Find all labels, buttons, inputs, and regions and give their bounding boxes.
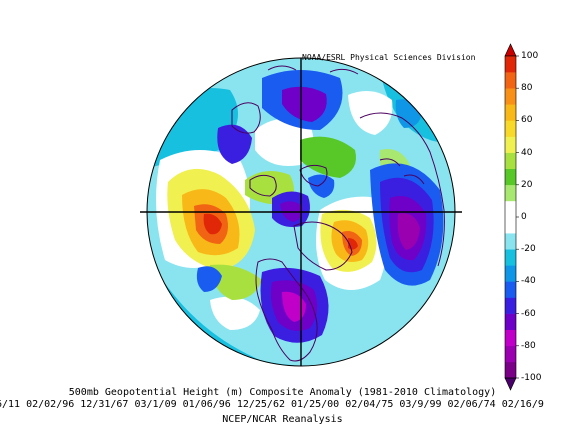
colorbar-band: [505, 281, 516, 298]
colorbar-tick-label: 40: [521, 147, 533, 158]
dataset-footer: NCEP/NCAR Reanalysis: [222, 414, 343, 425]
colorbar-tick-label: -100: [521, 373, 542, 383]
coastlines: [231, 65, 445, 362]
colorbar: [504, 43, 519, 391]
colorbar-band: [505, 313, 516, 330]
colorbar-band: [505, 297, 516, 314]
colorbar-tick-label: -40: [521, 276, 536, 287]
colorbar-band: [505, 104, 516, 121]
colorbar-tick-label: -20: [521, 244, 536, 255]
colorbar-tick-label: 100: [521, 51, 539, 61]
colorbar-bands: [505, 56, 516, 379]
colorbar-band: [505, 217, 516, 234]
colorbar-band: [505, 152, 516, 169]
colorbar-band: [505, 88, 516, 105]
colorbar-band: [505, 265, 516, 282]
colorbar-band: [505, 56, 516, 73]
colorbar-band: [505, 72, 516, 89]
colorbar-tick-label: 80: [521, 83, 533, 94]
colorbar-band: [505, 249, 516, 266]
colorbar-band: [505, 233, 516, 250]
colorbar-band: [505, 329, 516, 347]
map-title: 500mb Geopotential Height (m) Composite …: [68, 387, 497, 398]
colorbar-tick-label: 0: [521, 212, 527, 222]
colorbar-band: [505, 168, 516, 186]
colorbar-band: [505, 136, 516, 153]
anomaly-field: [147, 58, 455, 366]
colorbar-top-arrow: [504, 43, 517, 57]
colorbar-tick-label: -60: [521, 308, 536, 319]
colorbar-tick-label: 60: [521, 115, 533, 126]
credit-text: NOAA/ESRL Physical Sciences Division: [302, 53, 476, 62]
composite-dates: 6/11 02/02/96 12/31/67 03/1/09 01/06/96 …: [0, 399, 544, 410]
colorbar-band: [505, 345, 516, 363]
colorbar-tick-label: 20: [521, 179, 533, 190]
colorbar-tick-label: -80: [521, 340, 536, 351]
colorbar-band: [505, 184, 516, 202]
colorbar-band: [505, 200, 516, 218]
colorbar-band: [505, 361, 516, 379]
colorbar-band: [505, 120, 516, 137]
